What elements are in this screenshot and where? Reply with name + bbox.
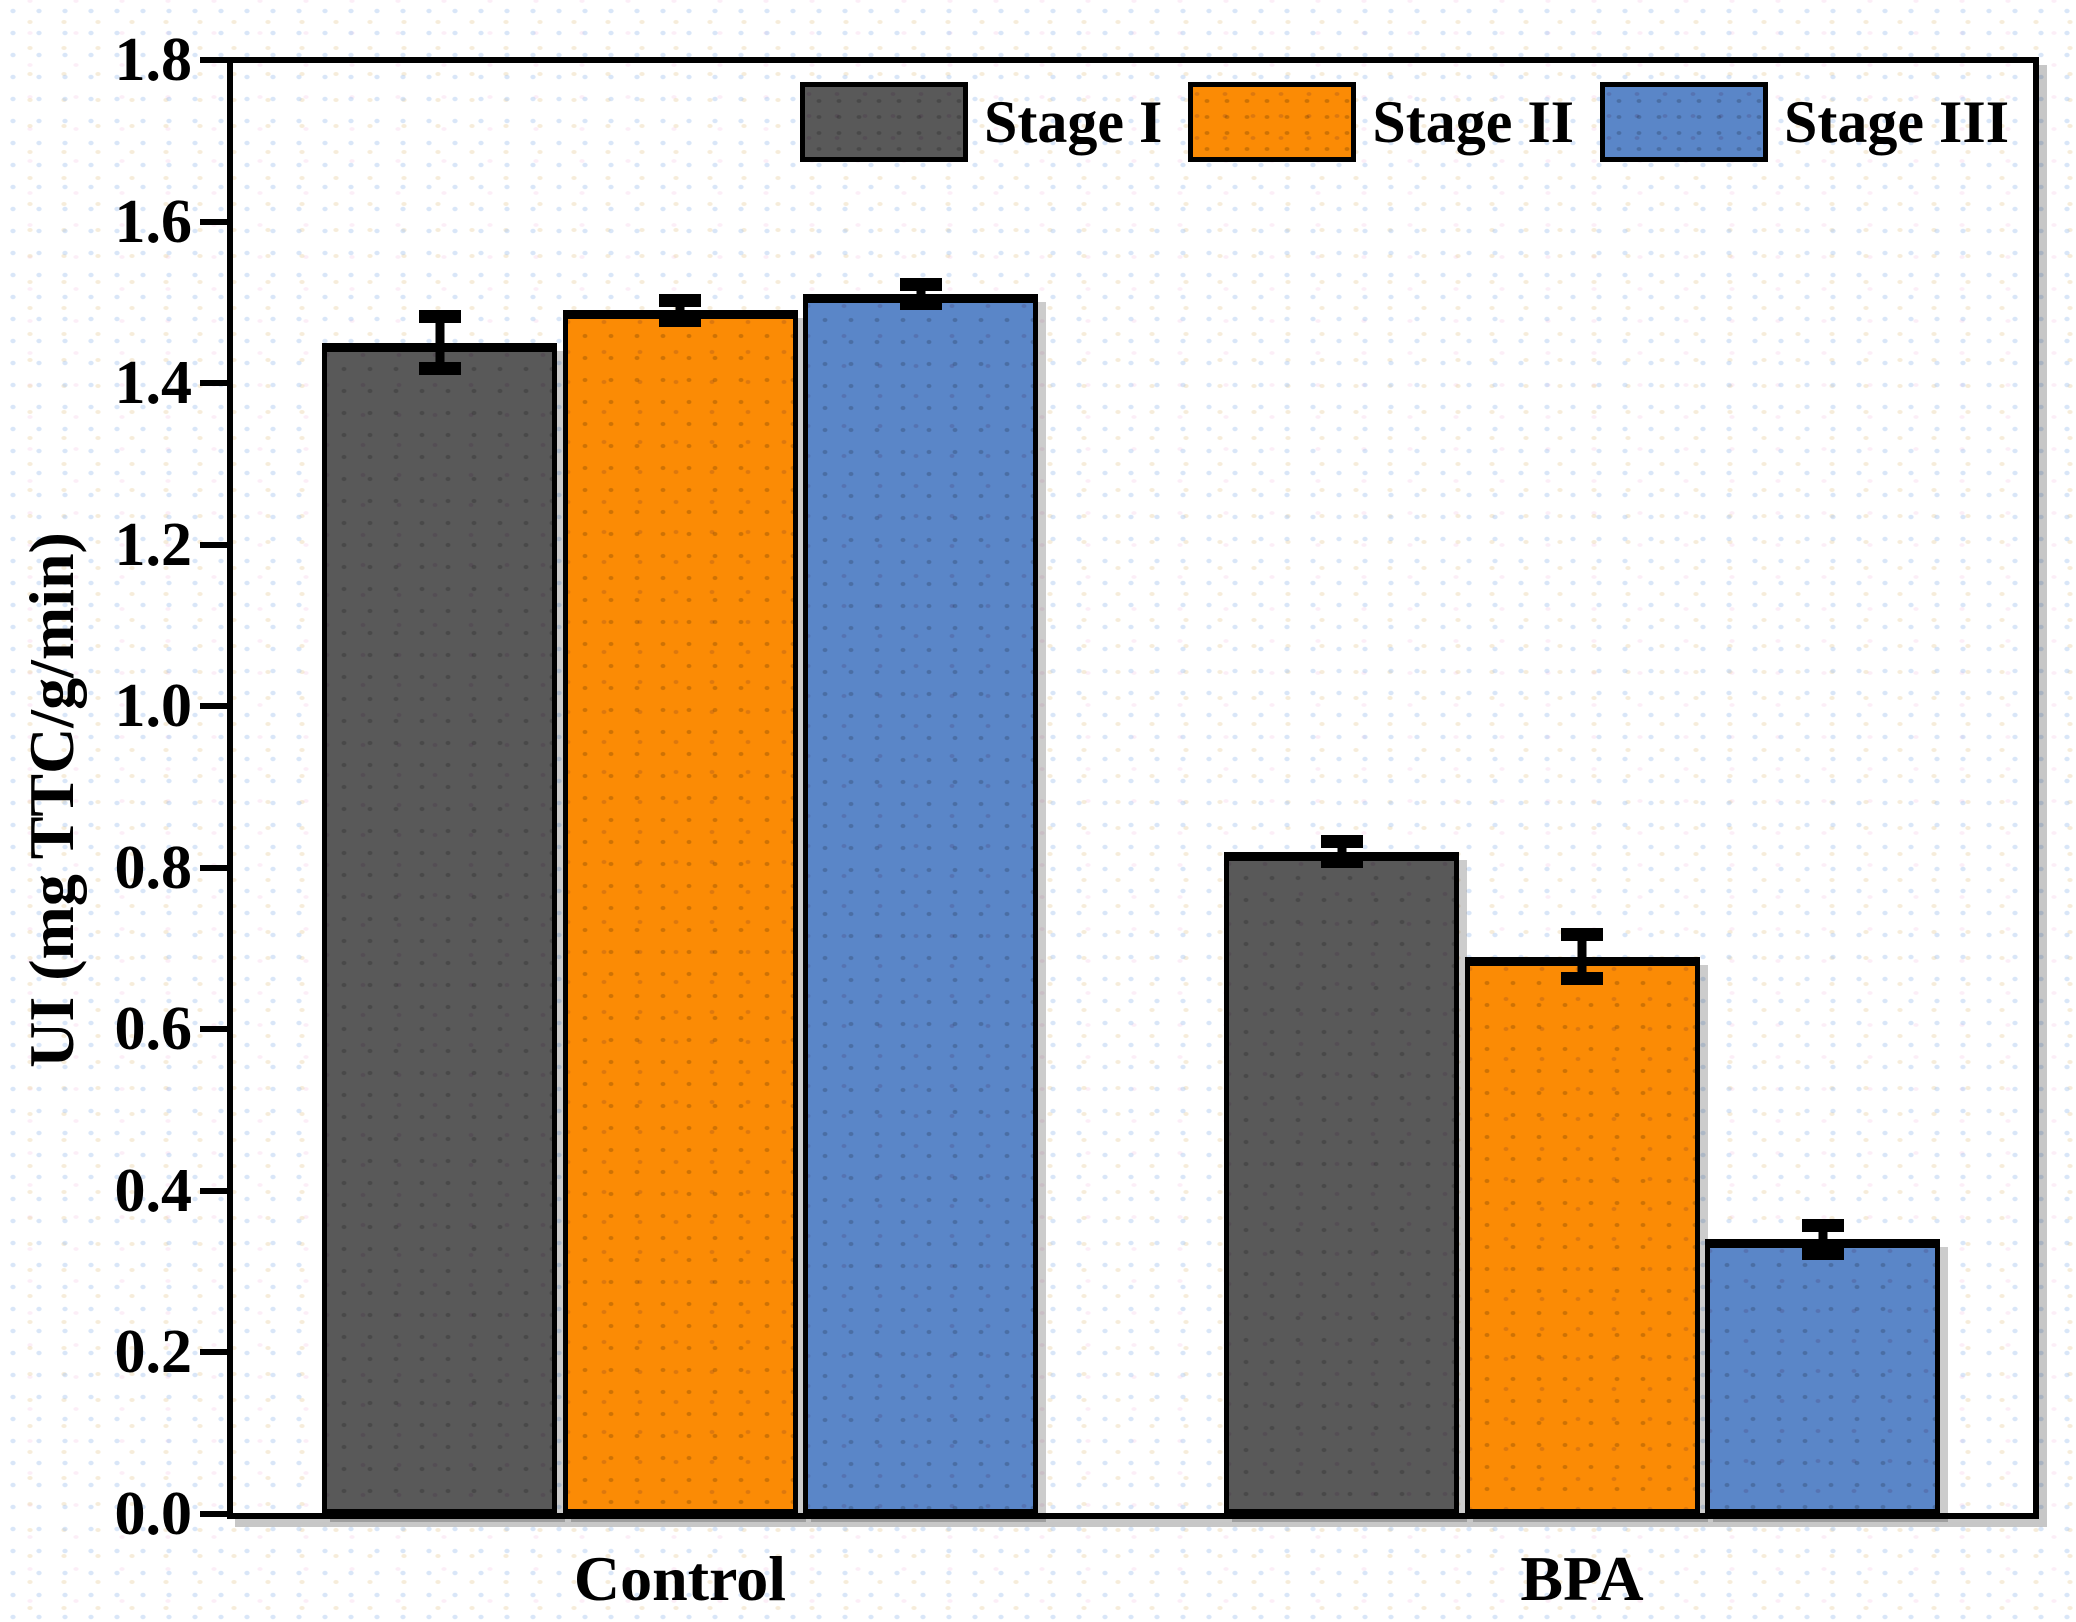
error-bar-cap-bottom xyxy=(1561,971,1603,985)
y-tick-label: 0.8 xyxy=(114,833,193,902)
error-bar-cap-bottom xyxy=(1801,1246,1844,1260)
bar-texture xyxy=(1710,1248,1935,1509)
error-bar-line xyxy=(1818,1219,1827,1260)
y-axis-tick xyxy=(200,1349,230,1356)
y-axis-tick xyxy=(200,541,230,548)
error-bar-cap-bottom xyxy=(1320,854,1363,868)
bar-stage-iii-control xyxy=(803,294,1038,1514)
error-bar-line xyxy=(1577,928,1587,985)
swatch-texture xyxy=(1605,87,1764,157)
bar-texture xyxy=(1469,965,1695,1509)
error-bar-cap-bottom xyxy=(659,313,701,327)
y-axis-tick xyxy=(200,1026,230,1033)
y-tick-label: 0.0 xyxy=(114,1480,193,1548)
legend-swatch-stage-iii xyxy=(1600,82,1769,162)
y-axis-tick xyxy=(200,703,230,710)
y-tick-label: 0.6 xyxy=(114,995,193,1064)
bar-stage-ii-bpa xyxy=(1464,956,1700,1514)
y-tick-label: 1.4 xyxy=(114,349,193,418)
y-axis-tick xyxy=(200,380,230,387)
y-tick-label: 0.2 xyxy=(114,1318,193,1387)
swatch-texture xyxy=(1193,87,1352,157)
legend: Stage I Stage II Stage III xyxy=(800,82,2035,162)
bar-texture xyxy=(567,319,793,1509)
bar-stage-iii-bpa xyxy=(1705,1239,1940,1514)
error-bar-line xyxy=(675,294,685,327)
y-axis-tick xyxy=(200,218,230,225)
legend-item-stage-ii: Stage II xyxy=(1188,82,1574,162)
bar-texture xyxy=(1229,860,1454,1509)
legend-swatch-stage-i xyxy=(800,82,968,162)
y-axis-tick xyxy=(200,57,230,63)
error-bar-line xyxy=(435,310,444,376)
error-bar-cap-bottom xyxy=(418,362,461,376)
legend-item-stage-i: Stage I xyxy=(800,82,1162,162)
error-bar-line xyxy=(916,278,925,311)
y-tick-label: 0.4 xyxy=(114,1156,193,1225)
swatch-texture xyxy=(805,87,963,157)
error-bar-cap-bottom xyxy=(899,297,942,311)
x-category-label-control: Control xyxy=(573,1543,787,1614)
legend-label-stage-iii: Stage III xyxy=(1784,88,2010,155)
bar-texture xyxy=(808,303,1033,1509)
y-axis-tick xyxy=(200,1511,230,1517)
bar-texture xyxy=(327,351,552,1509)
bar-stage-ii-control xyxy=(562,310,798,1514)
y-tick-label: 1.8 xyxy=(114,26,193,94)
error-bar-line xyxy=(1337,835,1346,868)
bar-stage-i-control xyxy=(322,342,557,1514)
legend-label-stage-i: Stage I xyxy=(984,88,1163,155)
y-tick-label: 1.2 xyxy=(114,510,193,579)
x-category-label-bpa: BPA xyxy=(1520,1543,1644,1614)
legend-swatch-stage-ii xyxy=(1188,82,1357,162)
legend-label-stage-ii: Stage II xyxy=(1372,88,1575,155)
legend-item-stage-iii: Stage III xyxy=(1600,82,2009,162)
bar-stage-i-bpa xyxy=(1224,851,1459,1514)
y-tick-label: 1.0 xyxy=(114,672,193,741)
y-tick-label: 1.6 xyxy=(114,187,193,256)
y-axis-tick xyxy=(200,864,230,871)
y-axis-tick xyxy=(200,1187,230,1194)
